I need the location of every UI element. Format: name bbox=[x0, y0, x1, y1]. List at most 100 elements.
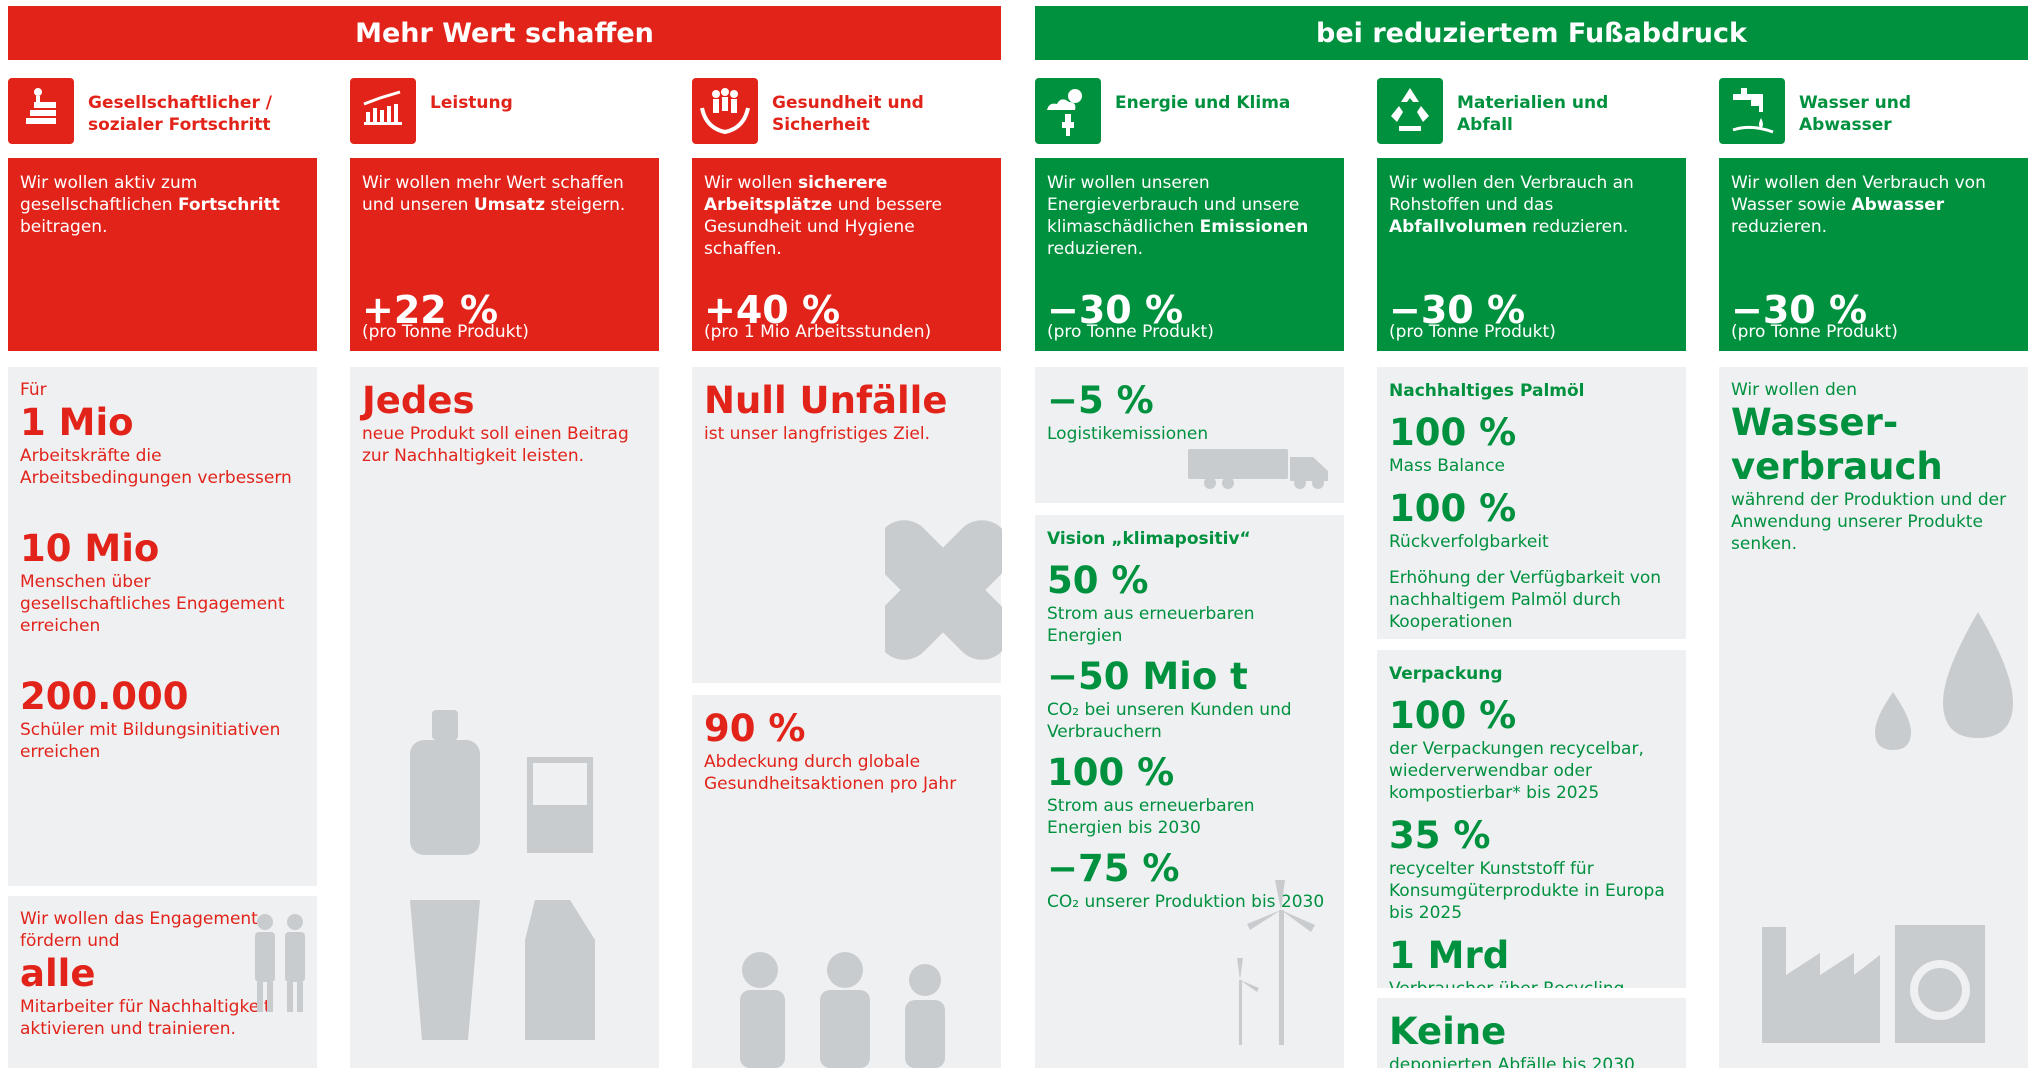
goal-target: −30 % bbox=[1389, 299, 1525, 321]
panel-heading: Verpackung bbox=[1389, 664, 1674, 684]
goal-text: Abfallvolumen bbox=[1389, 217, 1527, 237]
item-text: Arbeitskräfte die Arbeitsbedingungen ver… bbox=[20, 445, 305, 489]
item-value: 100 % bbox=[1389, 411, 1674, 455]
silhouette bbox=[720, 940, 950, 1068]
item-value: 50 % bbox=[1047, 559, 1332, 603]
silhouette bbox=[1873, 612, 2013, 752]
goal-target-note: (pro 1 Mio Arbeitsstunden) bbox=[704, 321, 931, 343]
header-right: bei reduziertem Fußabdruck bbox=[1035, 6, 2028, 60]
panel-item: 1 MrdVerbraucher über Recycling informie… bbox=[1389, 934, 1674, 988]
goal-target-note: (pro Tonne Produkt) bbox=[1047, 321, 1214, 343]
goal-target-note: (pro Tonne Produkt) bbox=[362, 321, 529, 343]
panel-item: Jedesneue Produkt soll einen Beitrag zur… bbox=[362, 379, 647, 467]
column-title: Gesellschaftlicher / sozialer Fortschrit… bbox=[88, 92, 298, 136]
goal-box: Wir wollen den Verbrauch von Wasser sowi… bbox=[1719, 158, 2028, 351]
goal-text: reduzieren. bbox=[1731, 217, 1827, 237]
item-text: Rückverfolgbarkeit bbox=[1389, 531, 1674, 553]
infographic: Mehr Wert schaffen bei reduziertem Fußab… bbox=[0, 0, 2033, 1069]
item-value: 100 % bbox=[1389, 694, 1674, 738]
item-text: Schüler mit Bildungsinitiativen erreiche… bbox=[20, 719, 305, 763]
decoration bbox=[1760, 925, 1990, 1043]
icon-glyph bbox=[350, 78, 416, 144]
goal-target: −30 % bbox=[1731, 299, 1867, 321]
panel-heading: Nachhaltiges Palmöl bbox=[1389, 381, 1674, 401]
decoration bbox=[1215, 880, 1325, 1045]
silhouette bbox=[410, 710, 610, 1060]
column-title: Wasser und Abwasser bbox=[1799, 92, 2009, 136]
item-value: −50 Mio t bbox=[1047, 655, 1332, 699]
item-text: recycelter Kunststoff für Konsumgüterpro… bbox=[1389, 858, 1674, 924]
item-value: 90 % bbox=[704, 707, 989, 751]
goal-text: steigern. bbox=[545, 195, 625, 215]
goal-box: Wir wollen unseren Energieverbrauch und … bbox=[1035, 158, 1344, 351]
header-left: Mehr Wert schaffen bbox=[8, 6, 1001, 60]
panel-item: Erhöhung der Verfügbarkeit von nachhalti… bbox=[1389, 567, 1674, 633]
icon-glyph bbox=[1719, 78, 1785, 144]
silhouette bbox=[245, 912, 315, 1012]
info-panel: Verpackung 100 %der Verpackungen recycelb… bbox=[1377, 650, 1686, 988]
item-text: Mass Balance bbox=[1389, 455, 1674, 477]
goal-box: Wir wollen den Verbrauch an Rohstoffen u… bbox=[1377, 158, 1686, 351]
column-icon bbox=[692, 78, 758, 144]
panel-item: −5 %Logistikemissionen bbox=[1047, 379, 1332, 445]
goal-text: Wir wollen aktiv zum gesellschaftlichen bbox=[20, 173, 197, 215]
item-value: Null Unfälle bbox=[704, 379, 989, 423]
item-value: 200.000 bbox=[20, 675, 305, 719]
icon-glyph bbox=[692, 78, 758, 144]
goal-text: Umsatz bbox=[474, 195, 545, 215]
item-value: 100 % bbox=[1047, 751, 1332, 795]
goal-box: Wir wollen mehr Wert schaffen und unsere… bbox=[350, 158, 659, 351]
item-value: 100 % bbox=[1389, 487, 1674, 531]
goal-text: Emissionen bbox=[1200, 217, 1309, 237]
item-text: deponierten Abfälle bis 2030 bbox=[1389, 1054, 1674, 1068]
goal-text: reduzieren. bbox=[1047, 239, 1143, 259]
item-text: Verbraucher über Recycling informieren b… bbox=[1389, 978, 1674, 988]
item-value: 1 Mio bbox=[20, 401, 305, 445]
panel-item: Keinedeponierten Abfälle bis 2030 bbox=[1389, 1010, 1674, 1068]
item-value: 35 % bbox=[1389, 814, 1674, 858]
panel-item: 100 %Strom aus erneuerbaren Energien bis… bbox=[1047, 751, 1332, 839]
item-text: Strom aus erneuerbaren Energien bis 2030 bbox=[1047, 795, 1332, 839]
icon-glyph bbox=[1035, 78, 1101, 144]
item-value: Jedes bbox=[362, 379, 647, 423]
item-text: ist unser langfristiges Ziel. bbox=[704, 423, 989, 445]
decoration bbox=[720, 940, 950, 1068]
decoration bbox=[1873, 612, 2013, 752]
column-icon bbox=[1377, 78, 1443, 144]
column-icon bbox=[1719, 78, 1785, 144]
column-title: Gesundheit und Sicherheit bbox=[772, 92, 982, 136]
panel-item: 100 %Rückverfolgbarkeit bbox=[1389, 487, 1674, 553]
silhouette bbox=[885, 505, 1002, 675]
column-icon bbox=[350, 78, 416, 144]
item-text: Erhöhung der Verfügbarkeit von nachhalti… bbox=[1389, 567, 1674, 633]
item-value: −5 % bbox=[1047, 379, 1332, 423]
item-intro: Wir wollen den bbox=[1731, 379, 2016, 401]
item-text: neue Produkt soll einen Beitrag zur Nach… bbox=[362, 423, 647, 467]
item-text: Menschen über gesellschaftliches Engagem… bbox=[20, 571, 305, 637]
goal-target-note: (pro Tonne Produkt) bbox=[1389, 321, 1556, 343]
column-title: Energie und Klima bbox=[1115, 92, 1325, 114]
item-text: Strom aus erneuerbaren Energien bbox=[1047, 603, 1332, 647]
icon-glyph bbox=[1377, 78, 1443, 144]
goal-text: reduzieren. bbox=[1527, 217, 1628, 237]
item-value: 10 Mio bbox=[20, 527, 305, 571]
panel-item: 100 %der Verpackungen recycelbar, wieder… bbox=[1389, 694, 1674, 804]
silhouette bbox=[1215, 880, 1325, 1045]
decoration bbox=[1188, 445, 1333, 490]
panel-item: 90 %Abdeckung durch globale Gesundheitsa… bbox=[704, 707, 989, 795]
goal-box: Wir wollen aktiv zum gesellschaftlichen … bbox=[8, 158, 317, 351]
goal-target: +40 % bbox=[704, 299, 840, 321]
item-intro: Für bbox=[20, 379, 305, 401]
panel-item: Null Unfälleist unser langfristiges Ziel… bbox=[704, 379, 989, 445]
column-icon bbox=[8, 78, 74, 144]
column-title: Materialien und Abfall bbox=[1457, 92, 1667, 136]
decoration bbox=[885, 505, 1002, 675]
item-value: Wasser­verbrauch bbox=[1731, 401, 2016, 489]
panel-item: 35 %recycelter Kunststoff für Konsumgüte… bbox=[1389, 814, 1674, 924]
